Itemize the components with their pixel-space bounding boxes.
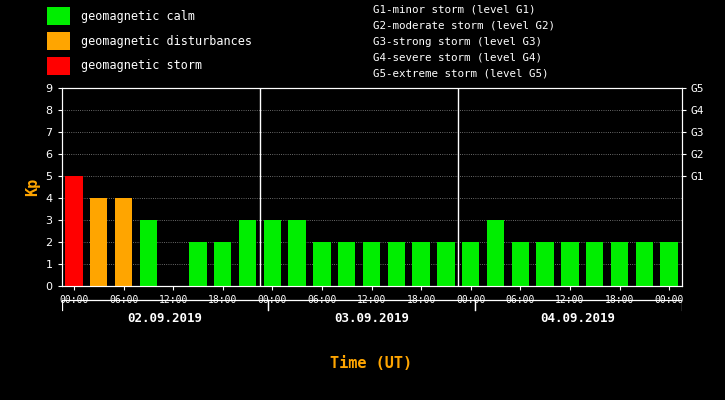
Bar bbox=[47, 7, 70, 26]
Bar bbox=[437, 242, 455, 286]
Text: geomagnetic disturbances: geomagnetic disturbances bbox=[81, 34, 252, 48]
Bar bbox=[636, 242, 653, 286]
Text: geomagnetic calm: geomagnetic calm bbox=[81, 10, 195, 23]
Bar bbox=[611, 242, 628, 286]
Bar bbox=[189, 242, 207, 286]
Bar bbox=[462, 242, 479, 286]
Bar bbox=[47, 56, 70, 75]
Text: 03.09.2019: 03.09.2019 bbox=[334, 312, 409, 325]
Y-axis label: Kp: Kp bbox=[25, 178, 40, 196]
Text: G5-extreme storm (level G5): G5-extreme storm (level G5) bbox=[373, 69, 549, 79]
Bar bbox=[90, 198, 107, 286]
Bar bbox=[65, 176, 83, 286]
Bar bbox=[561, 242, 579, 286]
Bar bbox=[115, 198, 132, 286]
Text: G4-severe storm (level G4): G4-severe storm (level G4) bbox=[373, 53, 542, 63]
Bar bbox=[289, 220, 306, 286]
Bar bbox=[660, 242, 678, 286]
Bar bbox=[536, 242, 554, 286]
Bar bbox=[214, 242, 231, 286]
Bar bbox=[586, 242, 603, 286]
Bar bbox=[413, 242, 430, 286]
Text: G2-moderate storm (level G2): G2-moderate storm (level G2) bbox=[373, 21, 555, 31]
Text: geomagnetic storm: geomagnetic storm bbox=[81, 59, 202, 72]
Bar bbox=[487, 220, 504, 286]
Text: 04.09.2019: 04.09.2019 bbox=[541, 312, 616, 325]
Bar bbox=[47, 32, 70, 50]
Bar bbox=[239, 220, 256, 286]
Text: G3-strong storm (level G3): G3-strong storm (level G3) bbox=[373, 37, 542, 47]
Bar bbox=[264, 220, 281, 286]
Bar bbox=[338, 242, 355, 286]
Bar bbox=[363, 242, 380, 286]
Bar bbox=[313, 242, 331, 286]
Bar bbox=[388, 242, 405, 286]
Text: G1-minor storm (level G1): G1-minor storm (level G1) bbox=[373, 5, 536, 15]
Text: Time (UT): Time (UT) bbox=[331, 356, 413, 372]
Bar bbox=[140, 220, 157, 286]
Bar bbox=[512, 242, 529, 286]
Text: 02.09.2019: 02.09.2019 bbox=[128, 312, 202, 325]
